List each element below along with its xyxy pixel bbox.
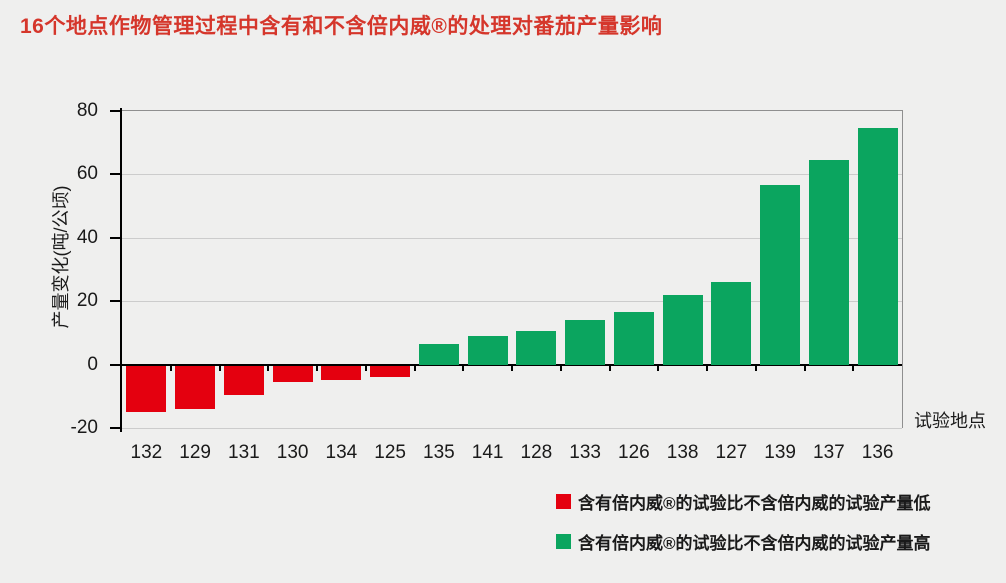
x-tick-label-137: 137 [813,442,845,463]
gridline--20 [122,428,902,429]
plot-border-top [122,110,903,111]
bar-133 [565,320,606,365]
bar-136 [857,128,898,365]
bar-127 [711,282,752,365]
bar-132 [126,365,167,413]
x-tick-label-126: 126 [618,442,650,463]
bar-137 [808,160,849,365]
x-boundary-tick-15 [852,364,855,371]
x-tick-label-133: 133 [569,442,601,463]
x-boundary-tick-13 [754,364,757,371]
y-tick-0 [110,363,120,366]
x-boundary-tick-12 [706,364,708,371]
gridline-60 [122,174,902,176]
legend-item-lower: 含有倍内威®的试验比不含倍内威的试验产量低 [556,489,931,514]
bar-139 [760,185,801,365]
bar-131 [223,365,264,395]
x-tick-label-132: 132 [130,442,163,463]
x-tick-label-134: 134 [325,442,358,463]
legend-label-lower: 含有倍内威®的试验比不含倍内威的试验产量低 [578,494,931,513]
x-boundary-tick-9 [559,364,562,371]
bar-141 [467,336,508,365]
x-boundary-tick-10 [608,364,611,371]
plot-border-right [902,110,903,428]
x-tick-label-138: 138 [666,442,699,463]
x-boundary-tick-3 [267,364,270,371]
legend-swatch-red [556,494,571,509]
bar-126 [613,312,654,365]
legend-swatch-green [556,534,571,549]
x-boundary-tick-6 [413,364,416,371]
bar-130 [272,365,313,383]
x-tick-label-136: 136 [861,442,894,463]
x-boundary-tick-11 [657,364,660,371]
bar-138 [662,294,703,365]
x-boundary-tick-5 [364,364,367,371]
x-tick-label-139: 139 [764,442,796,463]
y-tick-label--20: -20 [70,417,98,438]
x-tick-label-130: 130 [276,442,309,463]
y-axis-line [120,108,122,432]
y-tick-label-80: 80 [76,100,98,121]
y-tick--20 [110,427,120,429]
chart-title: 16个地点作物管理过程中含有和不含倍内威®的处理对番茄产量影响 [20,15,663,38]
y-tick-label-0: 0 [87,353,98,375]
y-tick-60 [110,173,120,176]
x-tick-label-135: 135 [423,442,455,463]
x-boundary-tick-4 [316,364,318,371]
x-tick-label-127: 127 [715,442,748,463]
x-axis-title: 试验地点 [914,411,986,431]
bar-134 [321,365,362,381]
bar-135 [418,343,459,365]
y-tick-80 [110,110,120,112]
x-boundary-tick-1 [169,364,172,371]
x-tick-label-128: 128 [520,442,553,463]
x-boundary-tick-7 [462,364,465,371]
x-tick-label-125: 125 [374,442,406,463]
legend-item-higher: 含有倍内威®的试验比不含倍内威的试验产量高 [556,529,931,554]
x-boundary-tick-8 [511,364,513,371]
x-boundary-tick-2 [218,364,221,371]
gridline-20 [122,301,902,303]
y-tick-label-40: 40 [76,226,98,248]
y-tick-label-60: 60 [76,163,98,185]
x-tick-label-141: 141 [471,442,504,463]
y-tick-label-20: 20 [76,290,98,312]
x-boundary-tick-14 [803,364,806,371]
legend: 含有倍内威®的试验比不含倍内威的试验产量低 含有倍内威®的试验比不含倍内威的试验… [556,489,931,569]
y-tick-40 [110,236,120,239]
y-tick-20 [110,300,120,303]
x-tick-label-131: 131 [228,442,260,463]
bar-125 [370,365,411,378]
plot-area: 产量变化(吨/公顷) 80 60 40 20 0 -20 132 129 131 130 134 12… [51,101,903,463]
bar-129 [175,365,216,409]
gridline-40 [122,237,902,239]
legend-label-higher: 含有倍内威®的试验比不含倍内威的试验产量高 [578,534,931,553]
bar-128 [516,331,557,365]
x-tick-label-129: 129 [179,442,211,463]
